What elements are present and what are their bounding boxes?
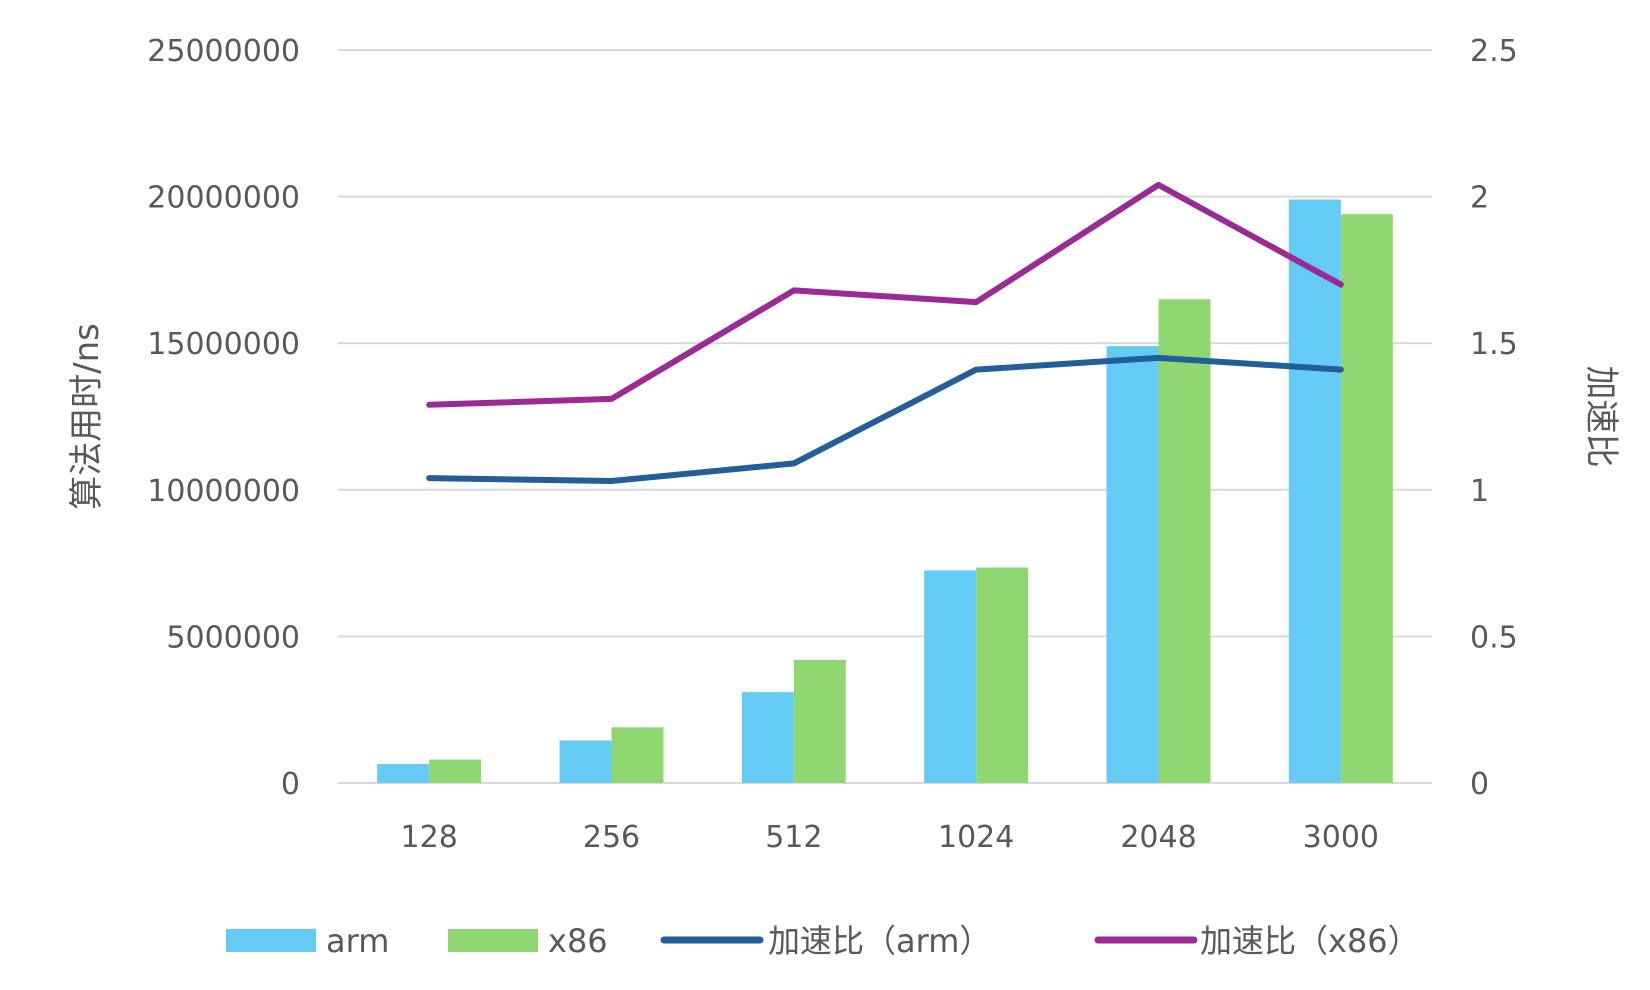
bar-arm-512 bbox=[741, 692, 794, 783]
bar-x86-3000 bbox=[1340, 214, 1393, 783]
gridlines bbox=[338, 49, 1432, 784]
right-axis-ticks: 0 0.5 1 1.5 2 2.5 bbox=[1470, 34, 1518, 802]
x-tick-label: 256 bbox=[583, 820, 640, 855]
bar-arm-2048 bbox=[1106, 346, 1159, 783]
bar-series-group bbox=[377, 199, 1393, 784]
left-tick-label: 10000000 bbox=[147, 474, 300, 509]
left-tick-label: 25000000 bbox=[147, 34, 300, 69]
legend-label: arm bbox=[326, 922, 389, 960]
bar-x86-128 bbox=[429, 759, 482, 783]
right-tick-label: 1.5 bbox=[1470, 327, 1518, 362]
right-tick-label: 1 bbox=[1470, 474, 1489, 509]
right-tick-label: 2.5 bbox=[1470, 34, 1518, 69]
x-tick-label: 1024 bbox=[938, 820, 1014, 855]
bar-arm-1024 bbox=[924, 570, 977, 783]
bar-x86-2048 bbox=[1158, 299, 1211, 783]
x-tick-label: 512 bbox=[765, 820, 822, 855]
x-tick-label: 2048 bbox=[1120, 820, 1196, 855]
legend-swatch-arm bbox=[226, 929, 316, 952]
x-axis-ticks: 128 256 512 1024 2048 3000 bbox=[401, 820, 1379, 855]
bar-x86-256 bbox=[611, 727, 664, 783]
left-tick-label: 15000000 bbox=[147, 327, 300, 362]
bar-arm-3000 bbox=[1288, 199, 1341, 784]
legend-swatch-x86 bbox=[448, 929, 538, 952]
legend-label: 加速比（arm） bbox=[768, 922, 991, 960]
bar-arm-128 bbox=[377, 763, 430, 783]
legend-label: 加速比（x86） bbox=[1200, 922, 1420, 960]
right-tick-label: 2 bbox=[1470, 181, 1489, 216]
right-axis-title: 加速比 bbox=[1581, 366, 1621, 468]
legend: arm x86 加速比（arm） 加速比（x86） bbox=[226, 922, 1420, 960]
left-axis-ticks: 0 5000000 10000000 15000000 20000000 25000000 bbox=[147, 34, 300, 802]
bar-x86-512 bbox=[793, 659, 846, 783]
line-series-2 bbox=[426, 181, 1344, 408]
x-tick-label: 3000 bbox=[1303, 820, 1379, 855]
right-tick-label: 0.5 bbox=[1470, 620, 1518, 655]
left-tick-label: 20000000 bbox=[147, 181, 300, 216]
left-axis-title: 算法用时/ns bbox=[67, 323, 107, 510]
right-tick-label: 0 bbox=[1470, 767, 1489, 802]
left-tick-label: 5000000 bbox=[166, 620, 300, 655]
left-tick-label: 0 bbox=[281, 767, 300, 802]
bar-arm-256 bbox=[559, 740, 612, 783]
x-tick-label: 128 bbox=[401, 820, 458, 855]
line-series-group bbox=[426, 181, 1344, 485]
legend-label: x86 bbox=[548, 922, 608, 960]
line-series-1 bbox=[426, 354, 1344, 485]
bar-x86-1024 bbox=[976, 567, 1029, 783]
